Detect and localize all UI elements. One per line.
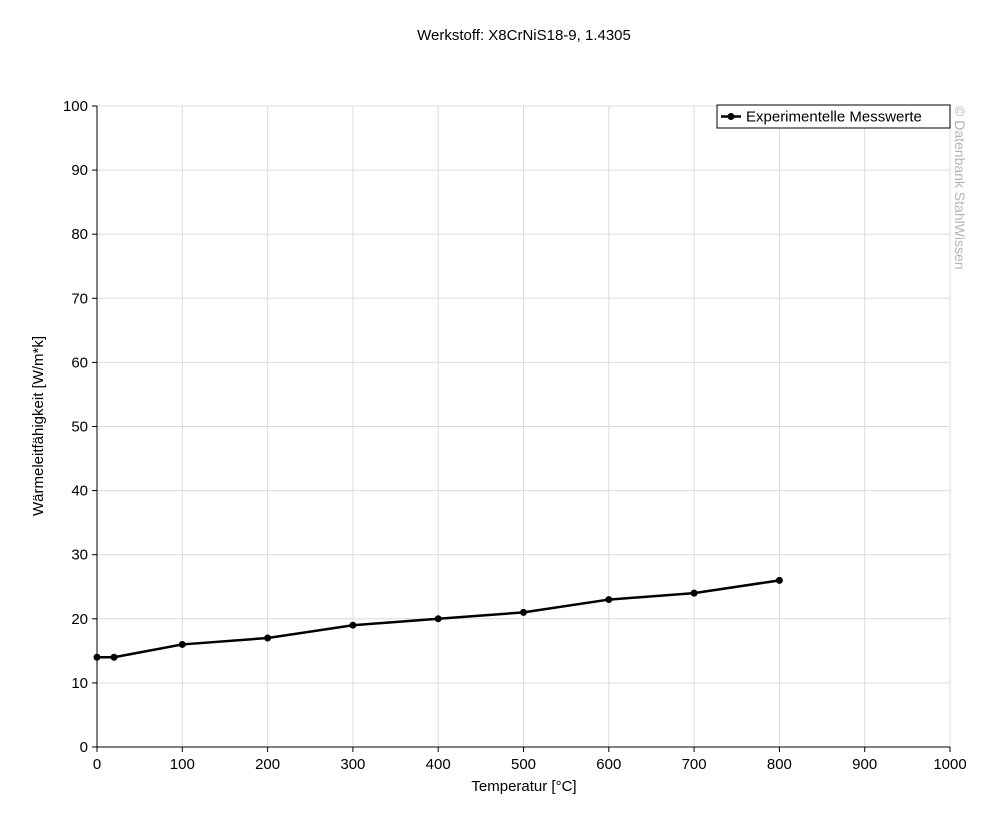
y-tick-label: 10 [71,675,88,692]
data-point [264,634,272,642]
data-point [520,608,527,616]
y-axis-title: Wärmeleitfähigkeit [W/m*k] [30,336,47,516]
x-axis-title: Temperatur [°C] [471,778,576,795]
chart-title: Werkstoff: X8CrNiS18-9, 1.4305 [417,27,631,44]
x-tick-label: 400 [426,756,451,773]
y-tick-label: 50 [71,419,88,436]
y-tick-label: 20 [71,611,88,628]
y-tick-label: 0 [80,739,88,756]
x-tick-label: 0 [93,756,101,773]
x-tick-label: 900 [852,756,877,773]
x-tick-label: 500 [511,756,536,773]
y-tick-label: 40 [71,483,88,500]
x-tick-label: 100 [170,756,195,773]
data-point [775,576,783,584]
data-point [110,653,118,661]
x-tick-label: 700 [682,756,707,773]
data-point [605,596,613,604]
data-point [93,653,101,661]
y-tick-label: 100 [63,98,88,115]
labels-layer: Werkstoff: X8CrNiS18-9, 1.4305 Temperatu… [30,27,968,795]
series-line [95,579,781,659]
y-tick-label: 70 [71,290,88,307]
data-point [178,640,186,648]
x-tick-label: 600 [596,756,621,773]
watermark: © Datenbank StahlWissen [952,106,968,270]
data-point [434,615,442,623]
x-tick-label: 1000 [933,756,966,773]
y-tick-label: 80 [71,226,88,243]
x-tick-label: 200 [255,756,280,773]
x-tick-label: 800 [767,756,792,773]
legend: Experimentelle Messwerte [716,104,951,129]
y-tick-label: 30 [71,547,88,564]
y-tick-label: 60 [71,354,88,371]
x-tick-label: 300 [340,756,365,773]
legend-marker-sample [727,113,735,120]
series-layer [93,576,783,661]
axes-layer: 0 100 200 300 400 500 600 700 800 900 1000 0 10 20 30 4… [63,98,967,773]
y-tick-label: 90 [71,162,88,179]
legend-box [716,104,951,129]
legend-label: Experimentelle Messwerte [746,109,922,126]
grid-layer [97,105,951,747]
data-point [349,621,357,629]
data-point [690,589,698,597]
